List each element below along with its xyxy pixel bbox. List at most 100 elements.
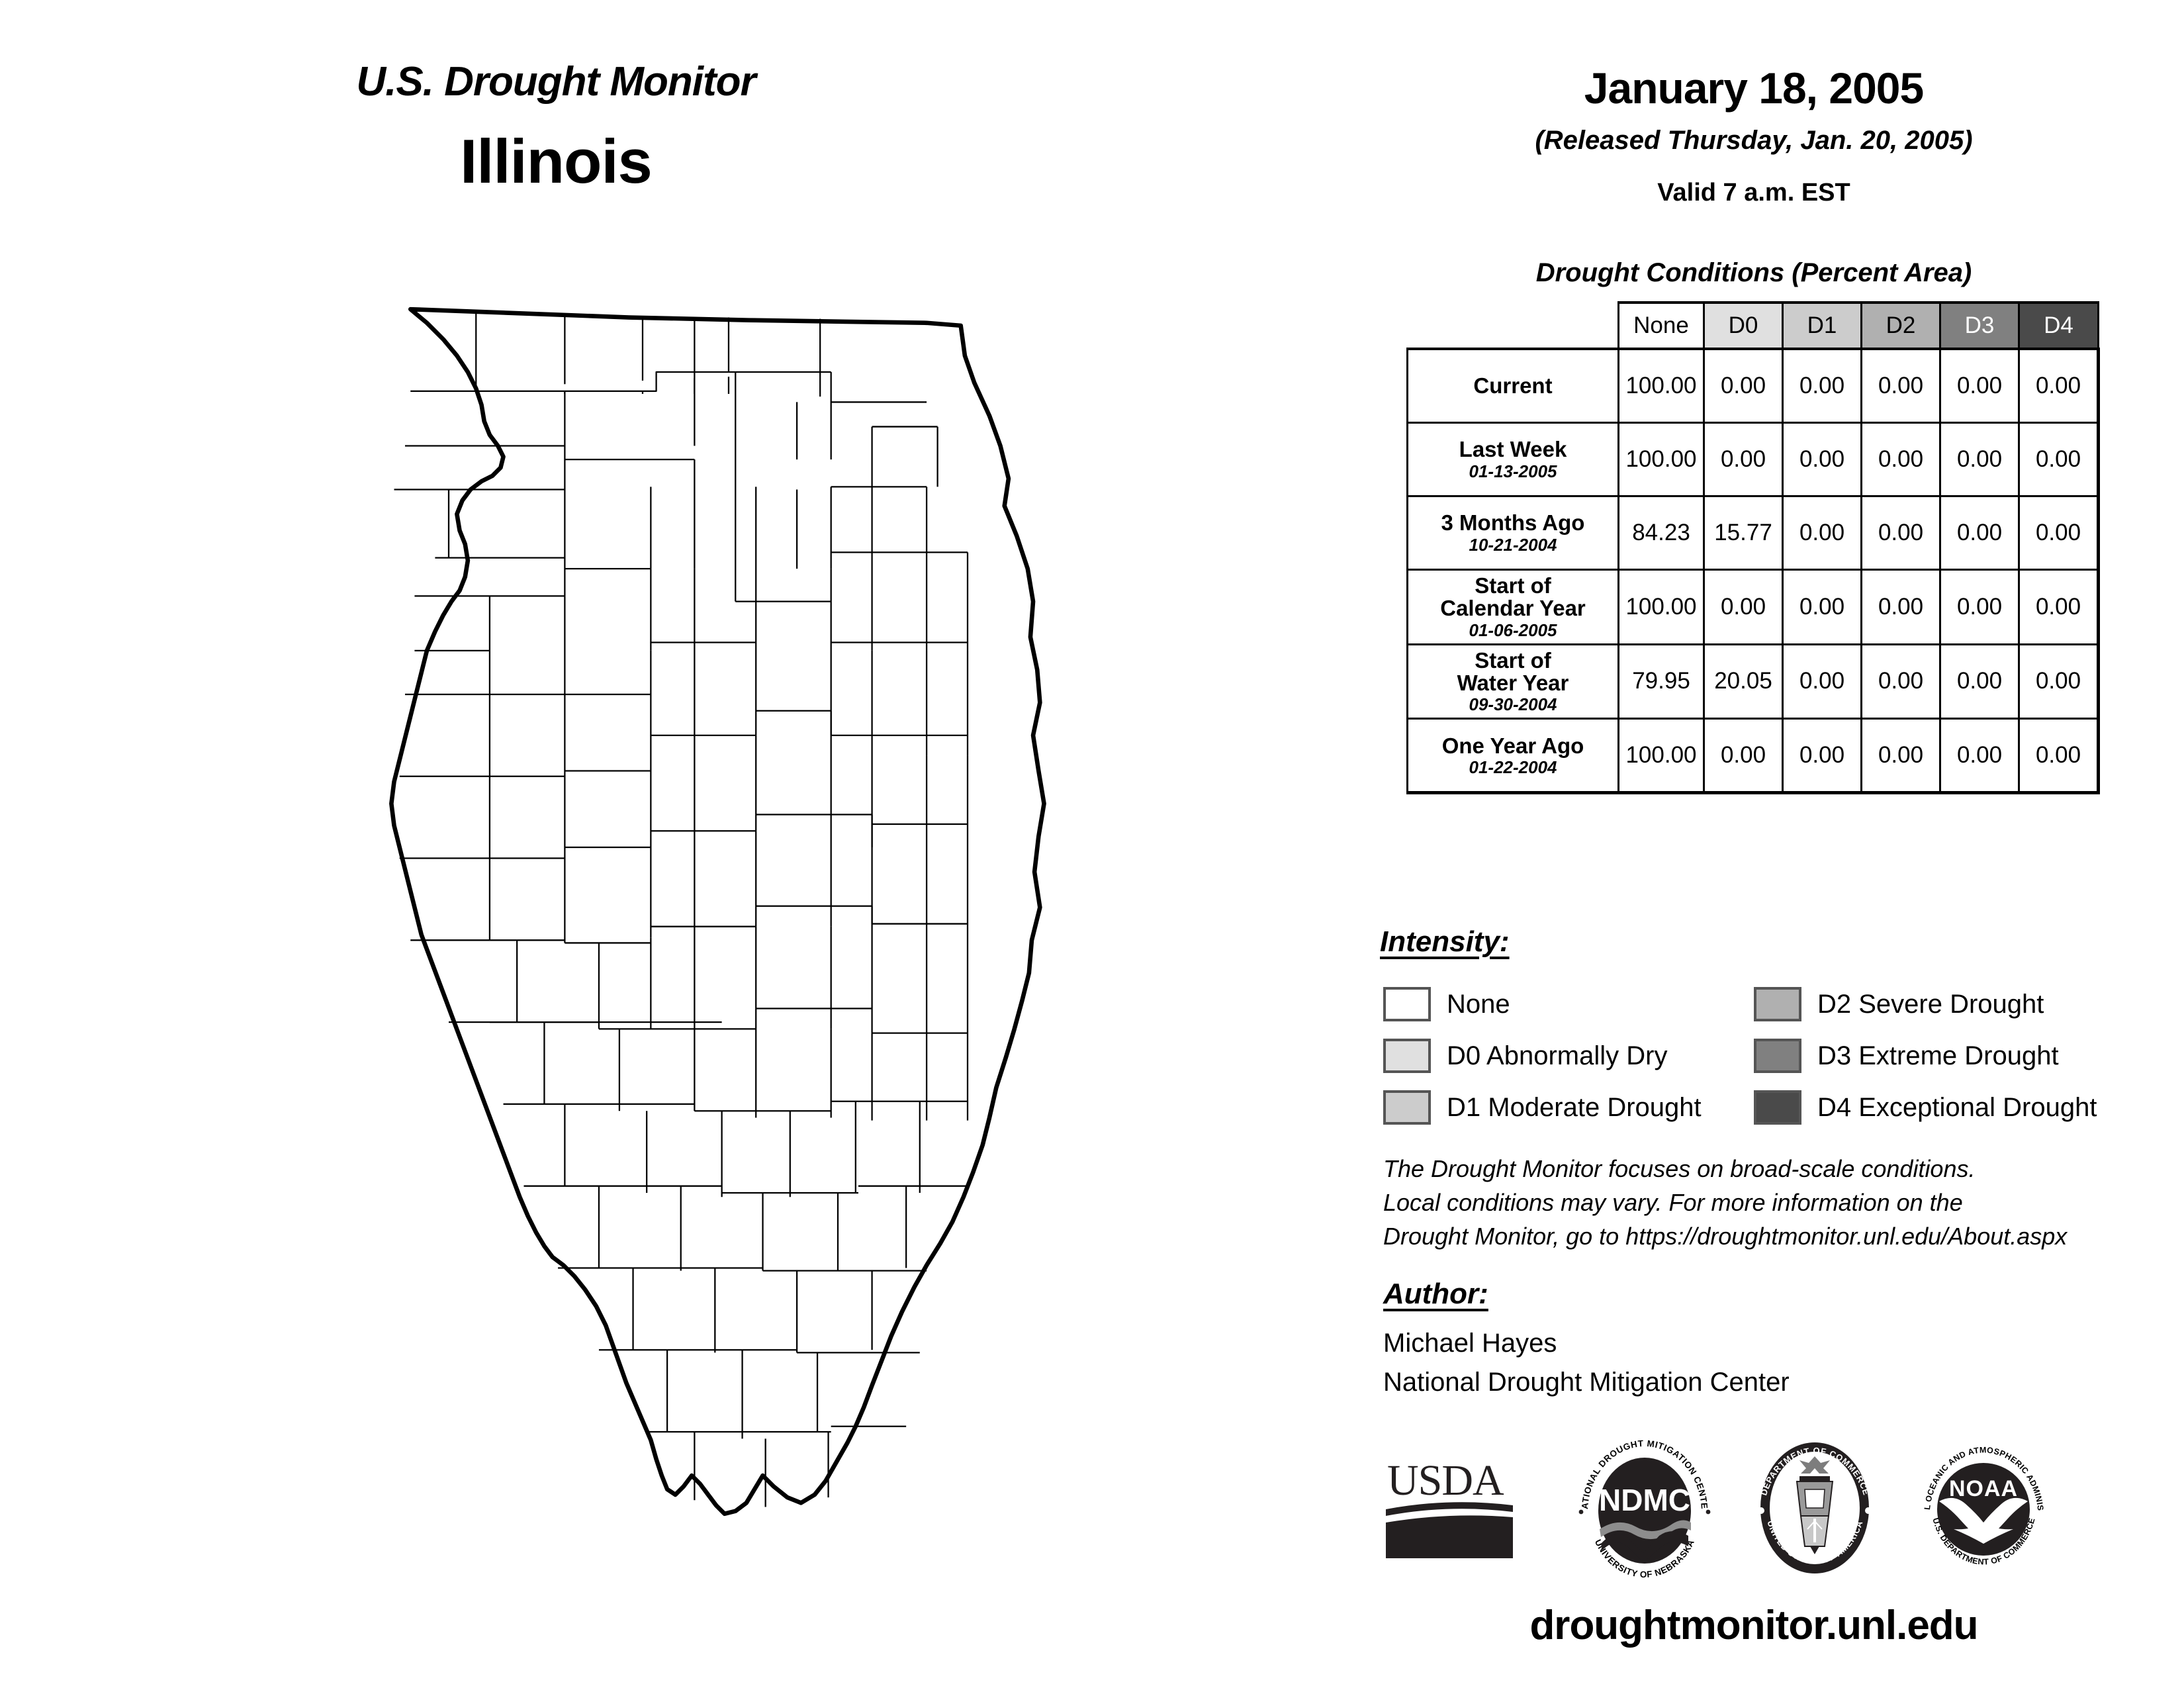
legend-column-right: D2 Severe Drought D3 Extreme Drought D4 Ex… bbox=[1754, 978, 2097, 1133]
cell-d4: 0.00 bbox=[2018, 422, 2100, 497]
cell-d4: 0.00 bbox=[2018, 569, 2100, 645]
legend-item-left-2: D0 Abnormally Dry bbox=[1383, 1030, 1702, 1082]
cell-d2: 0.00 bbox=[1860, 569, 1941, 645]
table-row: Start of Water Year 09-30-2004 79.95 20.05 0.… bbox=[1406, 643, 2100, 720]
legend-swatch bbox=[1383, 1090, 1431, 1125]
cell-d1: 0.00 bbox=[1782, 643, 1862, 720]
cell-d0: 0.00 bbox=[1703, 569, 1784, 645]
row-label-4: Start of Calendar Year 01-06-2005 bbox=[1406, 569, 1619, 645]
illinois-border bbox=[389, 306, 1046, 1517]
row-label-5: Start of Water Year 09-30-2004 bbox=[1406, 643, 1619, 720]
ndmc-logo: NATIONAL DROUGHT MITIGATION CENTER UNIVE… bbox=[1572, 1430, 1717, 1585]
cell-d3: 0.00 bbox=[1939, 569, 2020, 645]
usda-logo: USDA bbox=[1383, 1448, 1516, 1568]
cell-d1: 0.00 bbox=[1782, 718, 1862, 795]
disclaimer-line-3: Drought Monitor, go to https://droughtmo… bbox=[1383, 1223, 2068, 1250]
cell-none: 100.00 bbox=[1617, 422, 1705, 497]
col-header-d4: D4 bbox=[2018, 301, 2099, 350]
legend-column-left: None D0 Abnormally Dry D1 Moderate Drought bbox=[1383, 978, 1702, 1133]
cell-d4: 0.00 bbox=[2018, 643, 2100, 720]
footer-url: droughtmonitor.unl.edu bbox=[1529, 1603, 1978, 1648]
cell-d4: 0.00 bbox=[2018, 718, 2100, 795]
author-org: National Drought Mitigation Center bbox=[1383, 1368, 1790, 1397]
cell-d3: 0.00 bbox=[1939, 495, 2020, 571]
row-label-1: Current bbox=[1406, 348, 1619, 424]
table-row: Start of Calendar Year 01-06-2005 100.00 0.0… bbox=[1406, 569, 2100, 645]
cell-d1: 0.00 bbox=[1782, 495, 1862, 571]
row-period-date: 09-30-2004 bbox=[1469, 694, 1557, 715]
row-period-date: 01-06-2005 bbox=[1469, 620, 1557, 640]
cell-d1: 0.00 bbox=[1782, 348, 1862, 424]
row-label-2: Last Week 01-13-2005 bbox=[1406, 422, 1619, 497]
table-body: Current 100.00 0.00 0.00 0.00 0.00 0.00 Last We… bbox=[1406, 348, 2100, 795]
disclaimer-line-2: Local conditions may vary. For more info… bbox=[1383, 1189, 1963, 1217]
row-period-date: 01-13-2005 bbox=[1469, 461, 1557, 481]
cell-d1: 0.00 bbox=[1782, 569, 1862, 645]
legend-swatch bbox=[1754, 1090, 1801, 1125]
legend-label: None bbox=[1447, 989, 1510, 1019]
cell-none: 79.95 bbox=[1617, 643, 1705, 720]
col-header-d2: D2 bbox=[1860, 301, 1941, 350]
cell-d0: 15.77 bbox=[1703, 495, 1784, 571]
legend-item-right-1: D2 Severe Drought bbox=[1754, 978, 2097, 1030]
row-period-name: Last Week bbox=[1459, 437, 1567, 462]
legend-swatch bbox=[1383, 1039, 1431, 1073]
svg-text:NOAA: NOAA bbox=[1949, 1476, 2018, 1501]
cell-d4: 0.00 bbox=[2018, 495, 2100, 571]
county-lines bbox=[394, 312, 969, 1507]
cell-d3: 0.00 bbox=[1939, 718, 2020, 795]
cell-d3: 0.00 bbox=[1939, 422, 2020, 497]
row-period-name: Start of Water Year bbox=[1457, 647, 1569, 695]
drought-conditions-table: None D0 D1 D2 D3 D4 Current 100.00 0.00 0.0… bbox=[1406, 301, 2100, 795]
map-counties bbox=[389, 306, 1046, 1517]
author-block: Michael Hayes National Drought Mitigatio… bbox=[1383, 1324, 1790, 1402]
cell-d0: 20.05 bbox=[1703, 643, 1784, 720]
state-title: Illinois bbox=[460, 126, 653, 196]
cell-d0: 0.00 bbox=[1703, 718, 1784, 795]
intensity-heading: Intensity: bbox=[1380, 925, 1510, 958]
table-row: One Year Ago 01-22-2004 100.00 0.00 0.00 0.00… bbox=[1406, 718, 2100, 795]
agency-logos: USDA NATIONAL DROUGHT MITIGATION CENTER … bbox=[1383, 1430, 2164, 1595]
table-row: Last Week 01-13-2005 100.00 0.00 0.00 0.00 0.0… bbox=[1406, 422, 2100, 497]
table-row: 3 Months Ago 10-21-2004 84.23 15.77 0.00 0.00… bbox=[1406, 495, 2100, 571]
legend-item-left-1: None bbox=[1383, 978, 1702, 1030]
row-period-name: 3 Months Ago bbox=[1441, 510, 1585, 536]
disclaimer-line-1: The Drought Monitor focuses on broad-sca… bbox=[1383, 1155, 1976, 1182]
row-period-name: One Year Ago bbox=[1441, 733, 1584, 758]
cell-d3: 0.00 bbox=[1939, 348, 2020, 424]
col-header-d1: D1 bbox=[1782, 301, 1862, 350]
author-name: Michael Hayes bbox=[1383, 1329, 1557, 1358]
cell-none: 84.23 bbox=[1617, 495, 1705, 571]
disclaimer-text: The Drought Monitor focuses on broad-sca… bbox=[1383, 1152, 2067, 1253]
table-caption: Drought Conditions (Percent Area) bbox=[1535, 258, 1972, 287]
cell-d0: 0.00 bbox=[1703, 348, 1784, 424]
legend-swatch bbox=[1754, 987, 1801, 1021]
cell-d2: 0.00 bbox=[1860, 495, 1941, 571]
cell-d2: 0.00 bbox=[1860, 422, 1941, 497]
legend-swatch bbox=[1383, 987, 1431, 1021]
author-heading: Author: bbox=[1383, 1278, 1488, 1310]
report-date: January 18, 2005 bbox=[1584, 64, 1924, 113]
table-corner-cell bbox=[1407, 303, 1619, 350]
cell-none: 100.00 bbox=[1617, 569, 1705, 645]
cell-d4: 0.00 bbox=[2018, 348, 2100, 424]
table-header-row: None D0 D1 D2 D3 D4 bbox=[1407, 301, 2099, 350]
row-label-6: One Year Ago 01-22-2004 bbox=[1406, 718, 1619, 795]
table-row: Current 100.00 0.00 0.00 0.00 0.00 0.00 bbox=[1406, 348, 2100, 424]
col-header-d0: D0 bbox=[1703, 301, 1784, 350]
cell-none: 100.00 bbox=[1617, 348, 1705, 424]
legend-label: D3 Extreme Drought bbox=[1817, 1041, 2059, 1070]
cell-d2: 0.00 bbox=[1860, 643, 1941, 720]
cell-d2: 0.00 bbox=[1860, 348, 1941, 424]
row-period-name: Start of Calendar Year bbox=[1440, 573, 1586, 621]
col-header-none: None bbox=[1617, 301, 1705, 350]
cell-none: 100.00 bbox=[1617, 718, 1705, 795]
cell-d1: 0.00 bbox=[1782, 422, 1862, 497]
svg-text:NDMC: NDMC bbox=[1599, 1483, 1690, 1517]
valid-time: Valid 7 a.m. EST bbox=[1657, 179, 1850, 207]
noaa-logo: NATIONAL OCEANIC AND ATMOSPHERIC ADMINIS… bbox=[1913, 1430, 2055, 1585]
legend-label: D1 Moderate Drought bbox=[1447, 1092, 1702, 1122]
doc-logo: DEPARTMENT OF COMMERCE UNITED STATES OF … bbox=[1744, 1430, 1886, 1585]
released-date: (Released Thursday, Jan. 20, 2005) bbox=[1535, 126, 1973, 155]
legend-label: D2 Severe Drought bbox=[1817, 989, 2044, 1019]
